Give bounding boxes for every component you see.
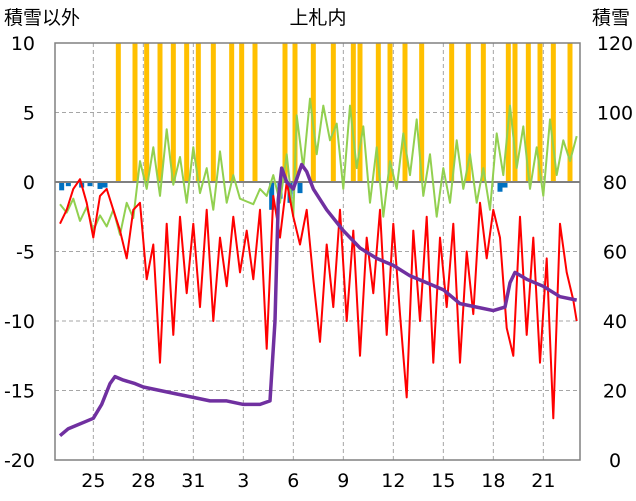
left-tick-labels: 10 5 0 -5 -10 -15 -20 <box>4 33 35 472</box>
x-tick-label: 3 <box>237 470 249 492</box>
x-tick-label: 6 <box>287 470 299 492</box>
precip-bar <box>132 43 138 182</box>
left-tick-label: -5 <box>16 242 35 264</box>
left-tick-label: -10 <box>4 311 35 333</box>
left-tick-label: -20 <box>4 450 35 472</box>
negative-bar <box>59 182 65 191</box>
x-tick-label: 9 <box>337 470 349 492</box>
precip-bar <box>357 43 363 182</box>
precip-bar <box>170 43 176 182</box>
negative-bar <box>65 182 71 187</box>
precip-bar <box>419 43 425 182</box>
precip-bar <box>210 43 216 182</box>
precip-bar <box>350 43 356 182</box>
right-tick-label: 120 <box>597 33 633 55</box>
series-line-snow_depth <box>58 162 578 438</box>
precip-bar <box>184 43 190 182</box>
precip-bar <box>195 43 201 182</box>
negative-bar <box>497 182 503 192</box>
right-tick-label: 80 <box>603 172 627 194</box>
precip-bar <box>252 43 258 182</box>
x-tick-labels: 25 28 31 3 6 9 12 15 18 21 <box>81 470 555 492</box>
precip-bar <box>229 43 235 182</box>
precip-bar <box>402 43 408 182</box>
negative-bar <box>297 182 303 194</box>
right-tick-label: 100 <box>597 103 633 125</box>
negative-bar <box>97 182 103 189</box>
precip-bar <box>512 43 518 182</box>
negative-bar <box>269 182 275 210</box>
precip-bar <box>449 43 455 182</box>
precip-bar <box>375 43 381 182</box>
precip-bar <box>239 43 245 182</box>
precip-bar <box>550 43 556 182</box>
precip-bar <box>537 43 543 182</box>
x-tick-label: 18 <box>481 470 505 492</box>
precip-bar <box>525 43 531 182</box>
left-axis-label: 積雪以外 <box>4 7 80 29</box>
right-tick-label: 40 <box>603 311 627 333</box>
precip-bar <box>330 43 336 182</box>
series-line-temp_min <box>59 178 578 420</box>
right-tick-label: 0 <box>609 450 621 472</box>
precip-bar <box>480 43 486 182</box>
precip-bar <box>157 43 163 182</box>
plot-frame <box>54 42 581 461</box>
precip-bar <box>292 43 298 182</box>
precip-bar <box>567 43 573 182</box>
x-tick-label: 31 <box>181 470 205 492</box>
right-axis-label: 積雪 <box>592 7 630 29</box>
right-tick-label: 20 <box>603 381 627 403</box>
precip-bar <box>310 43 316 182</box>
x-tick-label: 12 <box>381 470 405 492</box>
negative-bar <box>87 182 93 187</box>
chart-title: 上札内 <box>289 7 346 29</box>
precip-bar <box>115 43 121 182</box>
x-tick-label: 15 <box>431 470 455 492</box>
left-tick-label: -15 <box>4 381 35 403</box>
precip-bar <box>282 43 288 182</box>
x-tick-label: 21 <box>531 470 555 492</box>
x-tick-label: 28 <box>131 470 155 492</box>
right-tick-label: 60 <box>603 242 627 264</box>
precip-bar <box>465 43 471 182</box>
series-lines <box>58 97 578 438</box>
left-tick-label: 5 <box>23 103 35 125</box>
negative-bar <box>502 182 508 188</box>
left-tick-label: 10 <box>11 33 35 55</box>
x-tick-label: 25 <box>81 470 105 492</box>
negative-bar <box>102 182 108 188</box>
series-line-temp_max <box>59 97 578 236</box>
left-tick-label: 0 <box>23 172 35 194</box>
precip-bar <box>144 43 150 182</box>
right-tick-labels: 120 100 80 60 40 20 0 <box>597 33 633 472</box>
precip-bar <box>387 43 393 182</box>
